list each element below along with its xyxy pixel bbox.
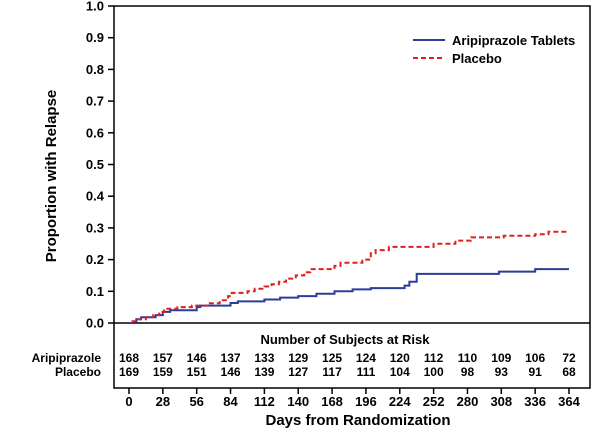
risk-row-name-0: Aripiprazole — [32, 351, 102, 365]
risk-value-0-12: 106 — [525, 351, 545, 365]
risk-value-1-7: 111 — [357, 365, 376, 379]
x-tick-label-6: 168 — [321, 394, 343, 409]
risk-value-1-1: 159 — [153, 365, 173, 379]
y-axis: 0.0 0.1 0.2 0.3 0.4 0.5 0.6 0.7 0.8 0.9 1.0 — [86, 0, 114, 331]
x-tick-label-8: 224 — [389, 394, 411, 409]
risk-value-0-13: 72 — [562, 351, 576, 365]
risk-value-1-12: 91 — [528, 365, 542, 379]
y-axis-title: Proportion with Relapse — [43, 90, 60, 263]
series-curves — [127, 230, 569, 324]
x-axis: 0 28 56 84 112 140 168 196 224 252 280 308 336 364 — [125, 388, 581, 409]
y-tick-label-9: 0.9 — [86, 30, 104, 45]
risk-value-0-3: 137 — [221, 351, 241, 365]
x-tick-label-13: 364 — [558, 394, 580, 409]
risk-value-1-4: 139 — [254, 365, 274, 379]
x-tick-label-7: 196 — [355, 394, 377, 409]
risk-value-0-11: 109 — [491, 351, 511, 365]
x-tick-label-4: 112 — [254, 394, 275, 409]
x-tick-label-12: 336 — [524, 394, 546, 409]
x-tick-label-5: 140 — [287, 394, 309, 409]
y-tick-label-3: 0.3 — [86, 220, 104, 235]
x-tick-label-10: 280 — [457, 394, 479, 409]
y-tick-label-10: 1.0 — [86, 0, 104, 14]
x-tick-label-11: 308 — [490, 394, 512, 409]
risk-value-1-9: 100 — [424, 365, 444, 379]
y-tick-label-7: 0.7 — [86, 94, 104, 109]
risk-value-1-0: 169 — [119, 365, 139, 379]
risk-value-1-2: 151 — [187, 365, 207, 379]
risk-value-0-4: 133 — [254, 351, 274, 365]
risk-value-0-5: 129 — [288, 351, 308, 365]
x-tick-label-2: 56 — [189, 394, 203, 409]
x-tick-label-0: 0 — [125, 394, 132, 409]
plot-area — [113, 5, 591, 389]
risk-value-0-6: 125 — [322, 351, 342, 365]
y-tick-label-6: 0.6 — [86, 125, 104, 140]
risk-table-title: Number of Subjects at Risk — [260, 332, 430, 347]
risk-value-0-9: 112 — [424, 351, 444, 365]
y-tick-label-0: 0.0 — [86, 316, 104, 331]
y-tick-label-8: 0.8 — [86, 62, 104, 77]
risk-value-1-3: 146 — [221, 365, 241, 379]
x-tick-label-1: 28 — [156, 394, 170, 409]
series-line-placebo — [131, 230, 569, 323]
plot-frame — [113, 5, 591, 389]
risk-row-name-1: Placebo — [55, 365, 101, 379]
y-tick-label-4: 0.4 — [86, 189, 105, 204]
risk-value-1-5: 127 — [288, 365, 308, 379]
risk-value-0-7: 124 — [356, 351, 376, 365]
risk-value-1-13: 68 — [562, 365, 576, 379]
risk-value-0-10: 110 — [458, 351, 478, 365]
x-tick-label-3: 84 — [223, 394, 238, 409]
risk-value-1-11: 93 — [495, 365, 509, 379]
risk-table: Number of Subjects at Risk Aripiprazole 16… — [32, 332, 576, 379]
risk-value-0-1: 157 — [153, 351, 173, 365]
y-tick-label-5: 0.5 — [86, 157, 104, 172]
series-line-aripiprazole-tablets — [131, 268, 569, 323]
risk-value-0-0: 168 — [119, 351, 139, 365]
risk-value-1-6: 117 — [322, 365, 342, 379]
x-tick-label-9: 252 — [423, 394, 445, 409]
risk-value-1-10: 98 — [461, 365, 475, 379]
legend-label-0: Aripiprazole Tablets — [452, 33, 575, 48]
y-tick-label-2: 0.2 — [86, 252, 104, 267]
x-axis-title: Days from Randomization — [265, 412, 450, 429]
risk-value-0-2: 146 — [187, 351, 207, 365]
y-tick-label-1: 0.1 — [86, 284, 104, 299]
legend-label-1: Placebo — [452, 51, 502, 66]
risk-value-1-8: 104 — [390, 365, 410, 379]
risk-value-0-8: 120 — [390, 351, 410, 365]
legend: Aripiprazole Tablets Placebo — [413, 33, 575, 66]
